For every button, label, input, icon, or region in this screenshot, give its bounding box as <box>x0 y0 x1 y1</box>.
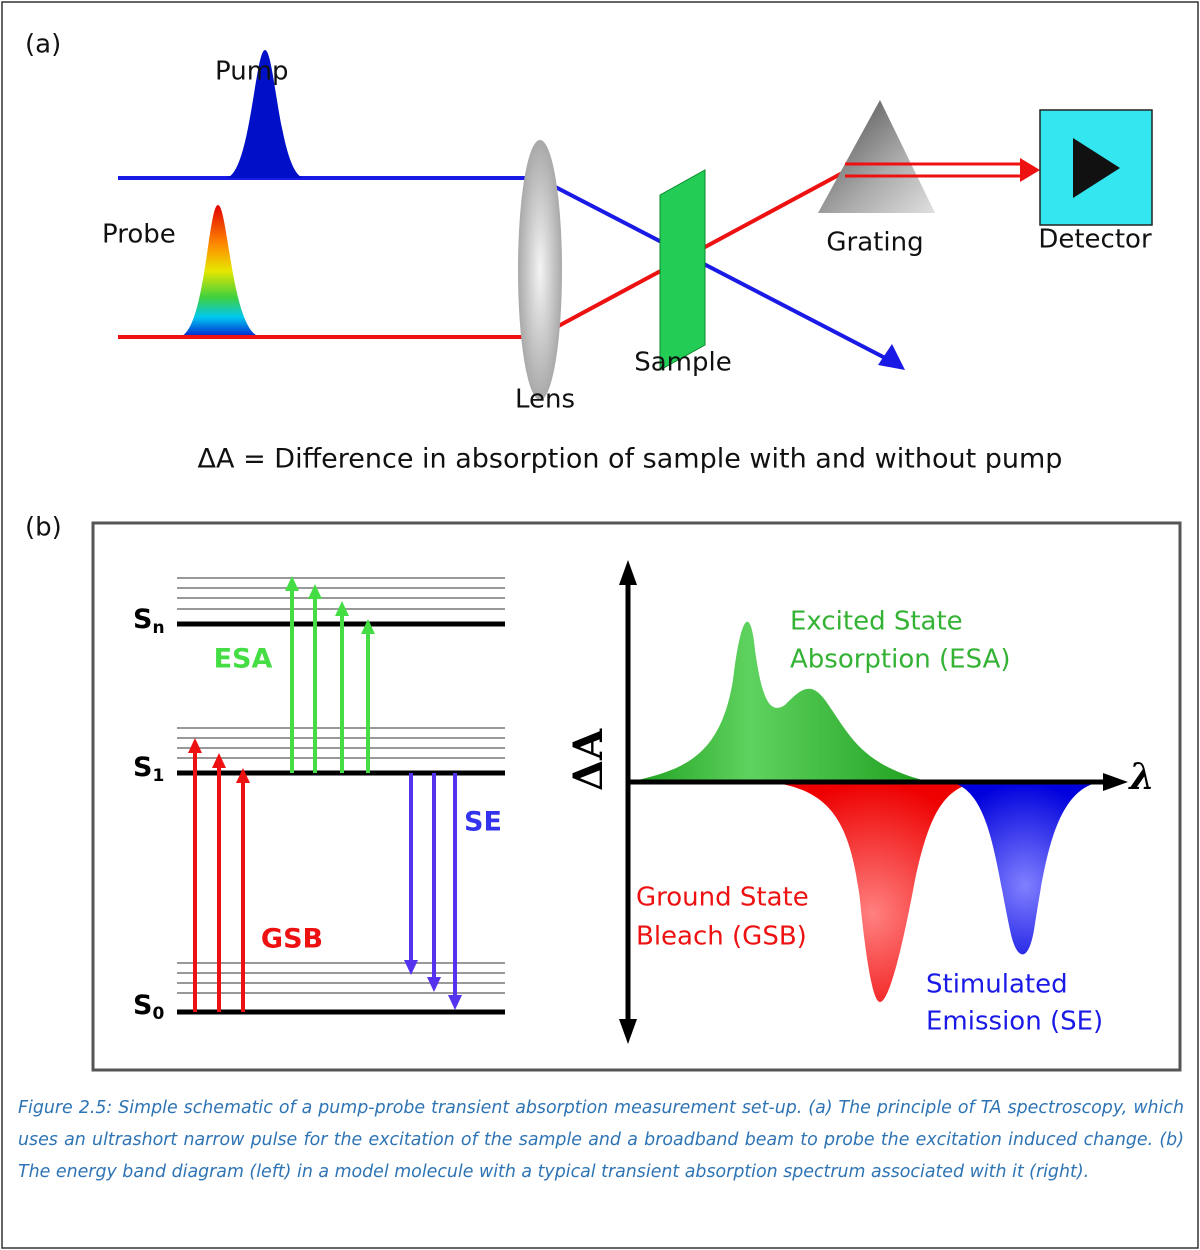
arrow-head <box>308 584 322 599</box>
panel-label: (b) <box>25 513 62 543</box>
spectrum-label: Ground State <box>636 883 809 913</box>
level-label: Sn <box>133 604 165 639</box>
transition-label: ESA <box>214 644 273 675</box>
lens <box>518 140 562 400</box>
arrow-head <box>212 753 226 768</box>
level-label: S1 <box>133 752 164 787</box>
level-label: S0 <box>133 990 164 1025</box>
panel-label: (a) <box>25 30 61 60</box>
spectrum-label: Bleach (GSB) <box>636 922 807 952</box>
grating <box>818 100 935 213</box>
label: Lens <box>515 385 575 415</box>
arrow-head <box>1020 158 1040 182</box>
spectrum-label: Emission (SE) <box>926 1007 1103 1037</box>
axis-arrow <box>1103 773 1128 791</box>
transition-arrows <box>188 576 462 1012</box>
equation: ΔA = Difference in absorption of sample … <box>198 444 1063 475</box>
label: Grating <box>826 228 923 258</box>
arrow-head <box>188 738 202 753</box>
diagram: (a) Pump Probe Lens Sample Grating Detec… <box>0 0 1200 1250</box>
axis-arrow <box>619 1019 637 1044</box>
sample <box>660 170 705 370</box>
label: Sample <box>634 348 732 378</box>
level-sub: 0 <box>152 1004 164 1024</box>
se-band <box>950 782 1100 954</box>
transition-label: SE <box>464 807 502 838</box>
probe-pulse <box>178 205 262 337</box>
arrow-head <box>427 977 441 992</box>
level-main: S <box>133 990 152 1021</box>
level-sub: 1 <box>152 766 164 786</box>
level-main: S <box>133 752 152 783</box>
level-sub: n <box>152 618 164 638</box>
level-main: S <box>133 604 152 635</box>
spectrum-label: Stimulated <box>926 970 1068 1000</box>
transition-label: GSB <box>261 924 323 955</box>
axis-arrow <box>619 560 637 585</box>
figure: (a) Pump Probe Lens Sample Grating Detec… <box>0 0 1200 1250</box>
label: Pump <box>215 57 289 87</box>
caption: Figure 2.5: Simple schematic of a pump-p… <box>18 1092 1184 1188</box>
y-axis-label: ΔA <box>565 728 612 791</box>
spectrum-label: Absorption (ESA) <box>790 645 1011 675</box>
x-axis-label: λ <box>1127 756 1154 798</box>
spectrum-label: Excited State <box>790 607 963 637</box>
arrow-head <box>448 995 462 1010</box>
label: Detector <box>1038 225 1152 255</box>
label: Probe <box>102 220 176 250</box>
